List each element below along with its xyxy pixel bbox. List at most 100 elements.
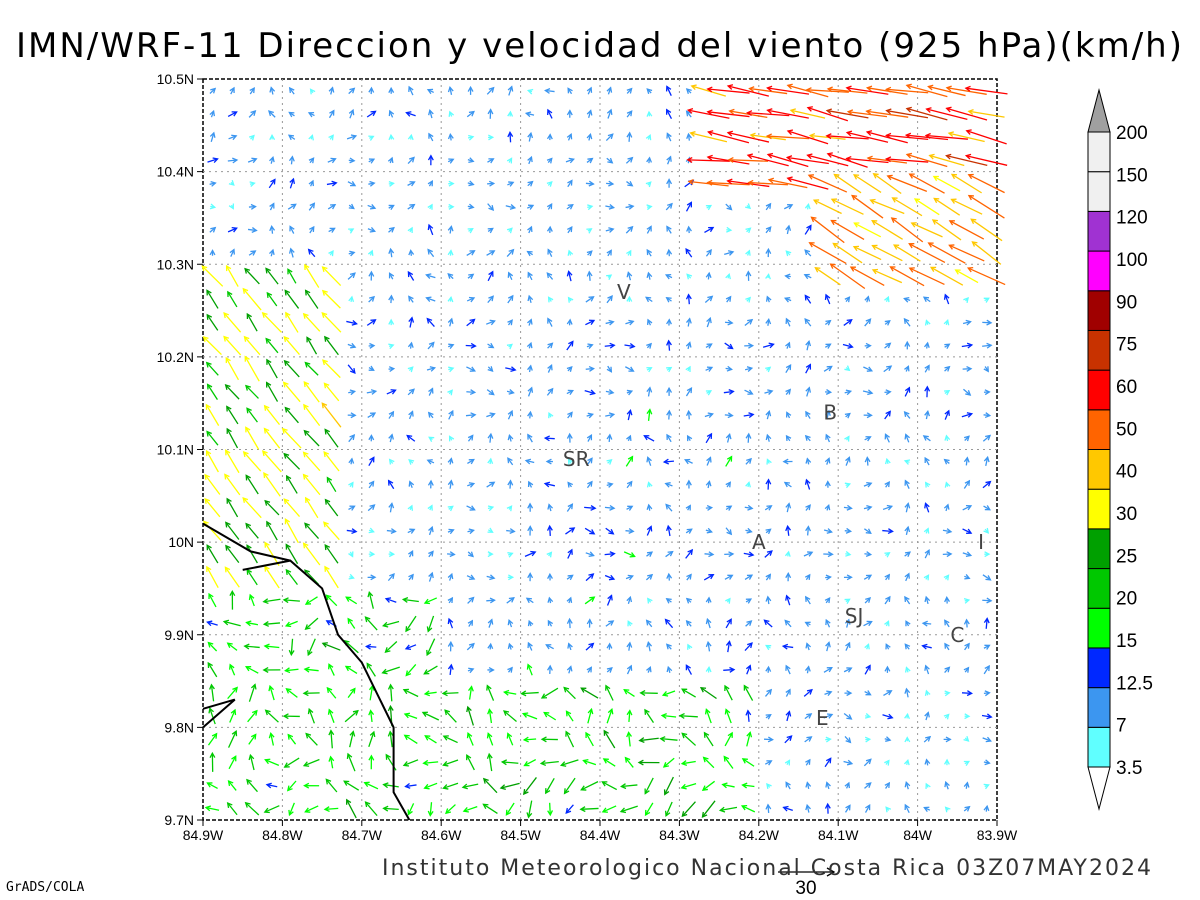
wind-arrow bbox=[871, 244, 903, 262]
wind-arrow bbox=[824, 343, 832, 349]
wind-arrow bbox=[386, 389, 397, 395]
wind-arrow bbox=[427, 180, 433, 187]
wind-arrow bbox=[264, 709, 279, 723]
wind-arrow bbox=[347, 412, 357, 419]
wind-arrow bbox=[724, 342, 734, 350]
wind-arrow bbox=[745, 296, 751, 303]
wind-arrow bbox=[646, 665, 652, 673]
wind-arrow bbox=[546, 180, 553, 187]
wind-arrow bbox=[626, 731, 633, 747]
wind-arrow bbox=[903, 410, 911, 419]
wind-arrow bbox=[701, 780, 716, 791]
wind-arrow bbox=[346, 319, 358, 326]
wind-arrow bbox=[585, 365, 595, 372]
wind-arrow bbox=[547, 503, 554, 512]
wind-arrow bbox=[546, 551, 553, 558]
wind-arrow bbox=[804, 478, 811, 490]
wind-arrow bbox=[461, 783, 479, 790]
wind-arrow bbox=[982, 736, 992, 743]
wind-arrow bbox=[448, 110, 455, 117]
wind-arrow bbox=[328, 250, 334, 257]
wind-arrow bbox=[559, 759, 579, 767]
wind-arrow bbox=[382, 620, 400, 628]
wind-arrow bbox=[665, 108, 673, 119]
wind-arrow bbox=[882, 713, 894, 720]
wind-arrow bbox=[871, 219, 903, 240]
wind-arrow bbox=[405, 664, 417, 677]
wind-arrow bbox=[626, 664, 633, 675]
wind-arrow bbox=[705, 390, 713, 396]
wind-arrow bbox=[486, 732, 494, 746]
wind-arrow bbox=[625, 366, 635, 372]
wind-arrow bbox=[527, 502, 534, 512]
wind-arrow bbox=[427, 411, 434, 419]
wind-arrow bbox=[367, 574, 377, 581]
wind-arrow bbox=[825, 736, 832, 743]
wind-arrow bbox=[467, 667, 475, 674]
wind-arrow bbox=[843, 667, 853, 673]
wind-arrow bbox=[605, 527, 615, 535]
wind-arrow bbox=[487, 505, 495, 512]
wind-arrow bbox=[507, 433, 514, 442]
wind-arrow bbox=[942, 528, 953, 534]
wind-arrow bbox=[646, 367, 653, 373]
wind-arrow bbox=[619, 805, 638, 814]
wind-arrow bbox=[924, 364, 930, 373]
wind-arrow bbox=[625, 319, 635, 326]
wind-arrow bbox=[823, 666, 833, 673]
wind-arrow bbox=[745, 664, 752, 675]
y-tick-label: 10.2N bbox=[157, 349, 194, 365]
wind-arrow bbox=[326, 180, 338, 187]
wind-arrow bbox=[908, 173, 945, 194]
wind-arrow bbox=[967, 109, 1005, 118]
wind-arrow bbox=[605, 620, 615, 627]
wind-arrow bbox=[306, 336, 318, 355]
wind-arrow bbox=[804, 713, 813, 720]
wind-arrow bbox=[706, 316, 712, 328]
wind-arrow bbox=[944, 409, 950, 420]
wind-arrow bbox=[929, 266, 964, 286]
wind-arrow bbox=[982, 597, 993, 604]
wind-arrow bbox=[321, 359, 341, 379]
x-tick-label: 84.6W bbox=[421, 827, 462, 843]
wind-arrow bbox=[905, 620, 911, 627]
wind-arrow bbox=[825, 409, 831, 420]
wind-arrow bbox=[486, 684, 495, 701]
wind-arrow bbox=[724, 684, 733, 701]
wind-arrow bbox=[266, 520, 278, 541]
wind-arrow bbox=[853, 222, 882, 238]
wind-arrow bbox=[948, 220, 985, 240]
wind-arrow bbox=[388, 247, 395, 258]
wind-arrow bbox=[402, 688, 419, 698]
wind-arrow bbox=[666, 386, 673, 396]
wind-arrow bbox=[884, 552, 891, 558]
wind-arrow bbox=[904, 386, 911, 397]
wind-arrow bbox=[645, 181, 652, 188]
wind-arrow bbox=[539, 760, 559, 767]
wind-arrow bbox=[228, 134, 238, 141]
wind-arrow bbox=[745, 527, 753, 534]
wind-arrow bbox=[666, 339, 672, 351]
wind-arrow bbox=[225, 544, 240, 564]
colorbar-label: 40 bbox=[1116, 462, 1137, 483]
wind-arrow bbox=[865, 85, 908, 95]
wind-arrow bbox=[744, 504, 754, 511]
wind-arrow bbox=[447, 663, 454, 675]
wind-arrow bbox=[244, 801, 260, 816]
wind-arrow bbox=[970, 218, 1003, 242]
wind-arrow bbox=[903, 758, 910, 766]
wind-arrow bbox=[388, 272, 395, 280]
wind-arrow bbox=[222, 619, 241, 627]
wind-arrow bbox=[466, 110, 475, 118]
wind-arrow bbox=[924, 689, 931, 696]
wind-arrow bbox=[942, 551, 953, 558]
wind-arrow bbox=[606, 482, 614, 488]
wind-arrow bbox=[408, 249, 415, 256]
wind-arrow bbox=[680, 783, 697, 790]
wind-arrow bbox=[448, 366, 455, 373]
wind-arrow bbox=[344, 709, 359, 723]
wind-arrow bbox=[684, 458, 693, 465]
wind-arrow bbox=[844, 435, 850, 442]
wind-arrow bbox=[407, 181, 416, 187]
wind-arrow bbox=[765, 528, 772, 535]
